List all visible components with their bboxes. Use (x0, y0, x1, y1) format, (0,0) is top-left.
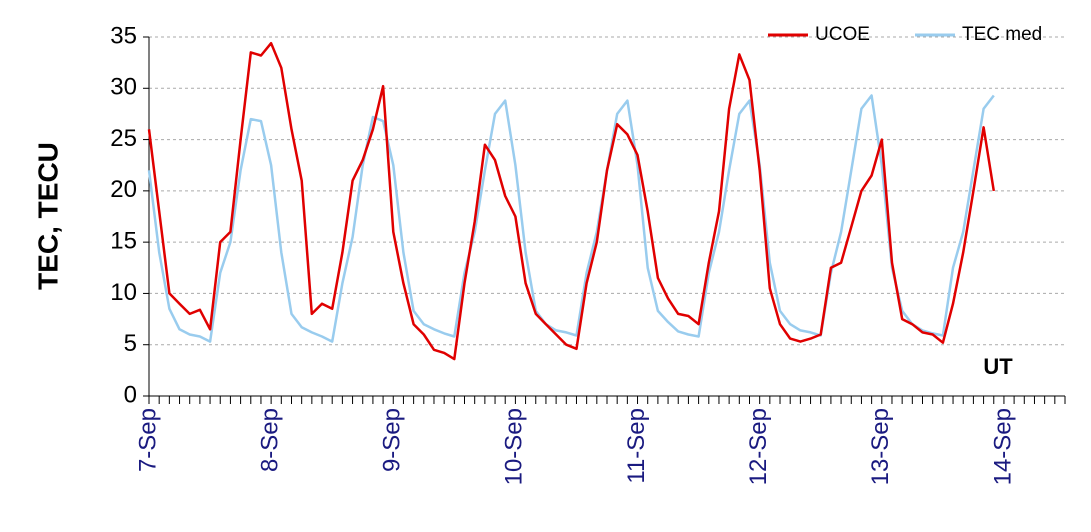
x-tick-label: 7-Sep (134, 408, 161, 472)
y-tick-label: 5 (124, 330, 137, 357)
annotation: UT (983, 354, 1013, 379)
y-tick-label: 10 (110, 279, 137, 306)
x-tick-label: 10-Sep (501, 408, 528, 485)
y-tick-label: 30 (110, 74, 137, 101)
series-line (147, 41, 996, 361)
y-axis-label: TEC, TECU (32, 142, 63, 290)
y-tick-label: 15 (110, 227, 137, 254)
x-tick-label: 8-Sep (256, 408, 283, 472)
x-tick-label: 14-Sep (989, 408, 1016, 485)
y-tick-label: 25 (110, 125, 137, 152)
legend-label: UCOE (815, 24, 870, 45)
legend-label: TEC med (962, 24, 1042, 45)
x-tick-label: 11-Sep (623, 408, 650, 484)
x-tick-label: 9-Sep (379, 408, 406, 472)
y-tick-label: 0 (124, 381, 137, 408)
y-tick-label: 20 (110, 176, 137, 203)
x-tick-label: 12-Sep (745, 408, 772, 485)
x-tick-label: 13-Sep (867, 408, 894, 485)
y-tick-label: 35 (110, 22, 137, 49)
series-line (147, 94, 995, 343)
